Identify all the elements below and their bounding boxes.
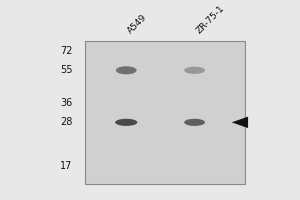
Ellipse shape bbox=[184, 119, 205, 126]
Text: A549: A549 bbox=[126, 13, 149, 35]
FancyBboxPatch shape bbox=[85, 41, 245, 184]
Polygon shape bbox=[232, 117, 248, 128]
Text: 17: 17 bbox=[60, 161, 73, 171]
Ellipse shape bbox=[115, 119, 137, 126]
Text: 28: 28 bbox=[60, 117, 73, 127]
Text: ZR-75-1: ZR-75-1 bbox=[195, 4, 226, 35]
Text: 72: 72 bbox=[60, 46, 73, 56]
Ellipse shape bbox=[184, 67, 205, 74]
Text: 36: 36 bbox=[61, 98, 73, 108]
Text: 55: 55 bbox=[60, 65, 73, 75]
Ellipse shape bbox=[116, 66, 136, 74]
